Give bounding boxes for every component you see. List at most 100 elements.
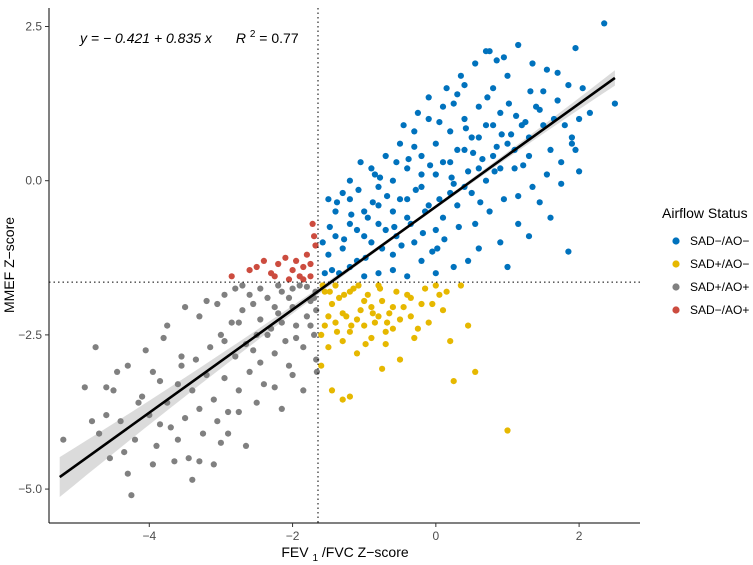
- data-point-0-102: [443, 85, 450, 92]
- data-point-0-104: [472, 60, 479, 67]
- data-point-0-115: [543, 171, 551, 178]
- data-point-0-166: [411, 143, 418, 150]
- data-point-1-48: [332, 282, 339, 289]
- data-point-2-91: [135, 399, 142, 406]
- data-point-0-168: [371, 171, 378, 178]
- equation-formula: y = − 0.421 + 0.835 x: [79, 30, 213, 46]
- data-point-0-127: [369, 199, 376, 206]
- data-point-0-157: [586, 109, 594, 116]
- data-point-0-82: [353, 226, 361, 234]
- legend-title: Airflow Status: [662, 205, 748, 221]
- data-point-0-179: [576, 168, 583, 175]
- data-point-2-16: [167, 424, 174, 431]
- data-point-1-65: [355, 282, 362, 289]
- data-point-0-12: [411, 239, 418, 246]
- data-point-1-56: [368, 304, 375, 311]
- data-point-0-112: [500, 196, 507, 203]
- data-point-2-30: [221, 375, 228, 382]
- data-point-3-11: [307, 260, 314, 268]
- data-point-0-133: [412, 186, 419, 193]
- data-point-1-0: [321, 288, 328, 295]
- data-point-3-0: [228, 273, 235, 280]
- data-point-2-52: [300, 344, 307, 351]
- data-point-3-10: [303, 251, 310, 258]
- data-point-1-31: [328, 387, 336, 394]
- r-squared-value: = 0.77: [259, 30, 299, 46]
- data-point-0-30: [321, 270, 328, 277]
- data-point-2-10: [139, 393, 146, 400]
- r-squared-label: R: [236, 30, 246, 46]
- data-point-0-40: [325, 196, 332, 203]
- data-point-2-102: [250, 347, 257, 354]
- data-point-0-73: [404, 196, 411, 203]
- data-point-2-69: [246, 291, 253, 298]
- data-points: [60, 20, 619, 499]
- regression-line: [58, 76, 616, 479]
- data-point-0-152: [611, 100, 619, 107]
- data-point-0-118: [497, 239, 504, 246]
- data-point-0-165: [436, 119, 443, 126]
- data-point-2-59: [313, 307, 320, 314]
- data-point-2-61: [103, 384, 110, 391]
- data-point-0-53: [418, 152, 425, 160]
- data-point-0-34: [361, 273, 368, 280]
- data-point-2-67: [214, 300, 221, 308]
- data-point-0-92: [493, 143, 500, 150]
- data-point-3-13: [311, 233, 318, 240]
- data-point-1-33: [379, 365, 386, 372]
- data-point-0-75: [432, 171, 439, 178]
- data-point-2-38: [250, 300, 257, 308]
- data-point-0-24: [497, 109, 504, 116]
- x-tick-label: −2: [286, 529, 300, 543]
- data-point-1-32: [346, 393, 353, 400]
- reference-lines: [49, 8, 640, 523]
- data-point-2-23: [196, 405, 203, 412]
- data-point-0-43: [368, 165, 375, 172]
- data-point-1-66: [362, 341, 369, 348]
- data-point-2-7: [124, 470, 131, 477]
- data-point-1-40: [339, 396, 346, 403]
- data-point-2-93: [171, 458, 178, 465]
- data-point-2-22: [192, 356, 199, 363]
- data-point-0-94: [522, 119, 529, 126]
- data-point-2-27: [210, 396, 217, 403]
- data-point-2-68: [232, 285, 239, 292]
- x-axis-title-subscript: 1: [312, 553, 318, 564]
- data-point-2-107: [257, 316, 264, 323]
- data-point-2-94: [189, 476, 196, 483]
- data-point-2-90: [114, 368, 121, 375]
- data-point-1-25: [368, 334, 375, 342]
- legend-label: SAD−/AO−: [690, 234, 749, 248]
- data-point-0-153: [579, 85, 586, 92]
- data-point-3-17: [246, 267, 253, 274]
- y-tick-label: 0.0: [25, 174, 42, 188]
- data-point-0-116: [558, 159, 565, 166]
- data-point-1-52: [425, 319, 432, 326]
- data-point-2-65: [178, 353, 185, 360]
- data-point-3-12: [309, 220, 316, 227]
- legend: Airflow Status SAD−/AO− SAD+/AO− SAD+/AO+ S…: [662, 205, 749, 317]
- data-point-0-22: [482, 122, 490, 129]
- data-point-2-77: [289, 371, 296, 379]
- data-point-1-49: [325, 313, 332, 320]
- data-point-2-21: [189, 387, 196, 394]
- legend-swatch: [672, 306, 680, 314]
- data-point-0-91: [479, 156, 486, 163]
- data-point-0-79: [490, 122, 497, 129]
- data-point-0-137: [441, 236, 448, 243]
- data-point-1-61: [326, 288, 333, 295]
- data-point-0-42: [346, 177, 353, 184]
- data-point-0-54: [432, 140, 439, 147]
- data-point-2-2: [96, 430, 103, 437]
- data-point-0-111: [486, 208, 493, 215]
- data-point-0-114: [529, 183, 536, 190]
- data-point-2-14: [160, 334, 167, 342]
- data-point-3-7: [293, 257, 300, 264]
- data-point-2-28: [214, 418, 221, 425]
- data-point-0-21: [475, 165, 482, 172]
- data-point-1-55: [382, 328, 389, 335]
- data-point-2-0: [60, 436, 67, 443]
- x-tick-label: 2: [576, 529, 583, 543]
- data-point-0-11: [404, 214, 411, 221]
- data-point-0-13: [418, 171, 425, 178]
